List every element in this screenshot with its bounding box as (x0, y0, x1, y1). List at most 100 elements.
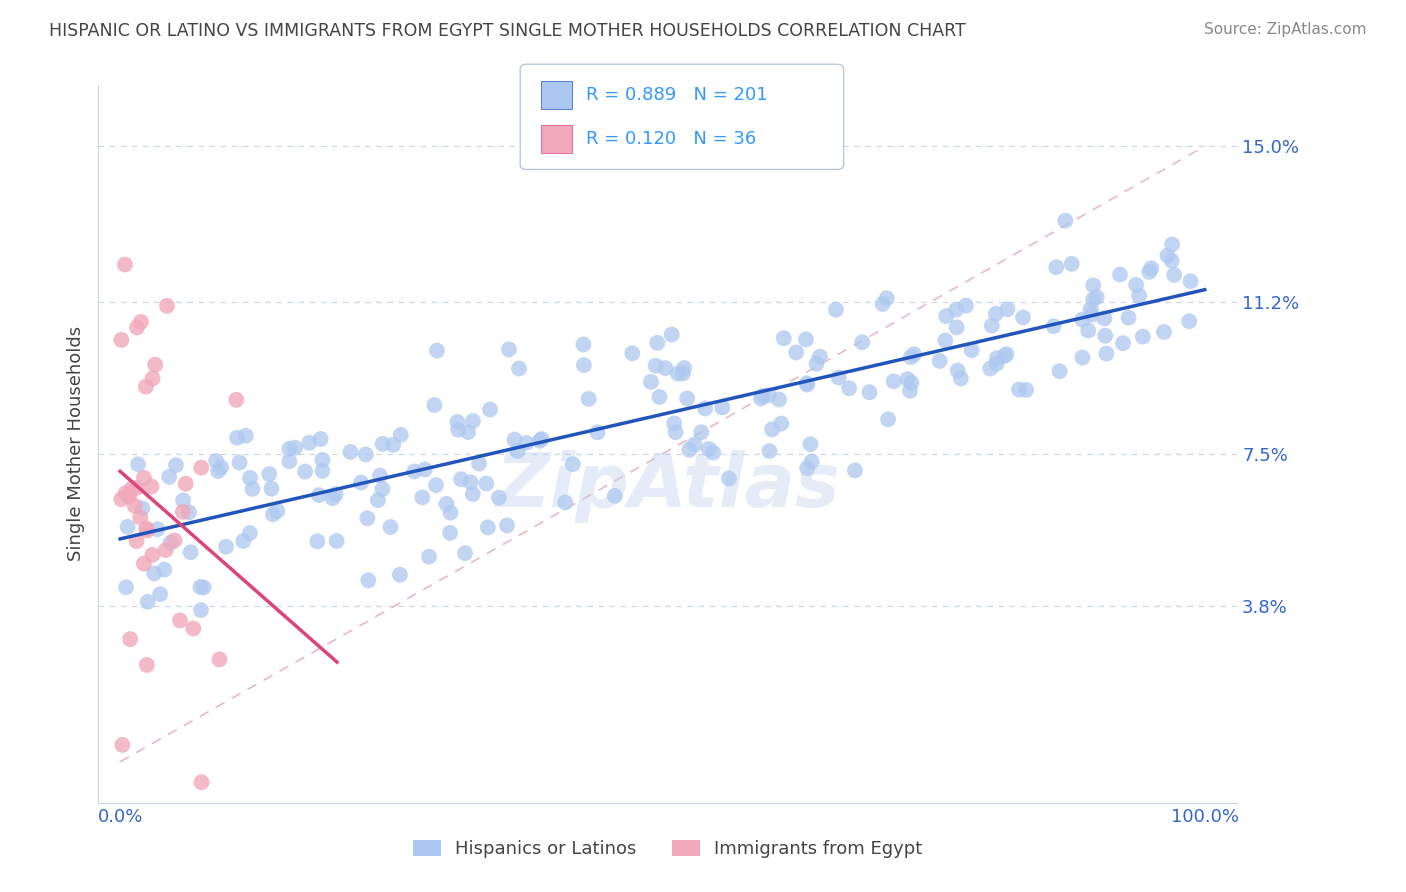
Point (142, 371, 165, 385)
Point (156, 299, 179, 313)
Point (311, 453, 333, 467)
Point (799, 437, 821, 451)
Point (578, 392, 600, 406)
Point (141, 479, 163, 493)
Point (298, 435, 321, 450)
Point (114, 258, 136, 272)
Point (413, 462, 436, 476)
Point (190, 580, 212, 594)
Point (436, 497, 458, 511)
Point (307, 534, 329, 549)
Point (153, 563, 176, 577)
Point (751, 389, 773, 403)
Point (226, 431, 249, 445)
Point (945, 302, 967, 317)
Point (498, 343, 520, 357)
Point (758, 444, 780, 458)
Point (928, 354, 950, 368)
Point (425, 478, 447, 492)
Point (110, 492, 132, 507)
Point (1008, 383, 1031, 397)
Point (1132, 329, 1154, 343)
Point (135, 657, 157, 672)
Point (446, 415, 468, 429)
Point (986, 357, 1008, 371)
Point (946, 364, 969, 378)
Point (129, 510, 152, 524)
Point (371, 437, 394, 451)
Text: R = 0.120   N = 36: R = 0.120 N = 36 (586, 130, 756, 148)
Point (506, 444, 529, 458)
Point (357, 573, 380, 587)
Point (131, 501, 153, 516)
Point (844, 463, 866, 477)
Point (322, 491, 344, 506)
Point (135, 521, 157, 535)
Point (117, 520, 139, 534)
Point (125, 481, 148, 495)
Point (1049, 364, 1071, 378)
Point (118, 487, 141, 501)
Point (260, 482, 283, 496)
Point (311, 464, 333, 478)
Point (661, 327, 683, 342)
Point (960, 343, 983, 358)
Point (672, 367, 695, 381)
Point (418, 549, 440, 564)
Point (898, 384, 921, 398)
Point (325, 487, 347, 501)
Point (796, 461, 818, 475)
Point (461, 487, 484, 501)
Point (678, 442, 700, 457)
Point (934, 334, 956, 348)
Point (1015, 383, 1038, 397)
Point (851, 335, 873, 350)
Point (439, 506, 461, 520)
Point (883, 374, 905, 388)
Point (648, 390, 671, 404)
Point (1160, 253, 1182, 268)
Point (896, 372, 918, 386)
Point (644, 359, 666, 373)
Point (475, 476, 498, 491)
Point (450, 472, 472, 486)
Point (979, 361, 1001, 376)
Point (141, 548, 163, 562)
Point (380, 520, 402, 534)
Point (1071, 312, 1094, 326)
Point (496, 518, 519, 533)
Point (488, 491, 510, 505)
Point (984, 307, 1007, 321)
Point (1081, 308, 1104, 322)
Point (785, 345, 807, 359)
Text: R = 0.889   N = 201: R = 0.889 N = 201 (586, 86, 768, 103)
Point (157, 470, 180, 484)
Point (368, 468, 391, 483)
Point (945, 320, 967, 334)
Point (761, 422, 783, 436)
Point (1161, 237, 1184, 252)
Point (193, 581, 215, 595)
Point (662, 417, 685, 431)
Point (621, 346, 644, 360)
Point (1125, 277, 1147, 292)
Point (468, 457, 491, 471)
Point (515, 436, 537, 450)
Point (664, 425, 686, 439)
Point (225, 392, 247, 407)
Point (683, 437, 706, 451)
Point (1071, 351, 1094, 365)
Point (758, 388, 780, 402)
Point (800, 454, 823, 468)
Point (717, 471, 740, 485)
Point (404, 464, 426, 478)
Point (796, 376, 818, 391)
Point (980, 318, 1002, 333)
Point (877, 412, 900, 426)
Point (1077, 323, 1099, 337)
Point (1109, 268, 1132, 282)
Point (900, 350, 922, 364)
Point (1095, 346, 1118, 360)
Point (1081, 293, 1104, 307)
Point (447, 423, 470, 437)
